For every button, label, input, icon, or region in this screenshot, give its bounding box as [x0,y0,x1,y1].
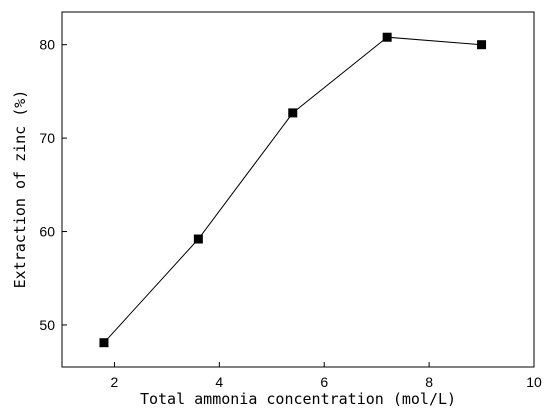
y-tick-label: 50 [39,317,55,333]
data-point [477,40,487,50]
x-axis-ticks: 2 4 6 8 10 [111,362,542,390]
x-tick-label: 10 [526,374,542,390]
data-markers [99,32,487,348]
x-axis-title: Total ammonia concentration (mol/L) [140,390,456,408]
y-tick-label: 60 [39,224,55,240]
y-axis-ticks: 50 60 70 80 [39,37,67,333]
y-tick-label: 70 [39,130,55,146]
data-point [288,108,298,118]
x-tick-label: 8 [425,374,433,390]
data-point [382,32,392,42]
data-point [99,338,109,348]
plot-frame [61,11,535,368]
y-axis-title: Extraction of zinc (%) [11,90,29,289]
data-point [193,234,203,244]
series-line [103,36,482,344]
y-tick-label: 80 [39,37,55,53]
x-tick-label: 2 [111,374,119,390]
x-tick-label: 4 [215,374,223,390]
x-tick-label: 6 [320,374,328,390]
